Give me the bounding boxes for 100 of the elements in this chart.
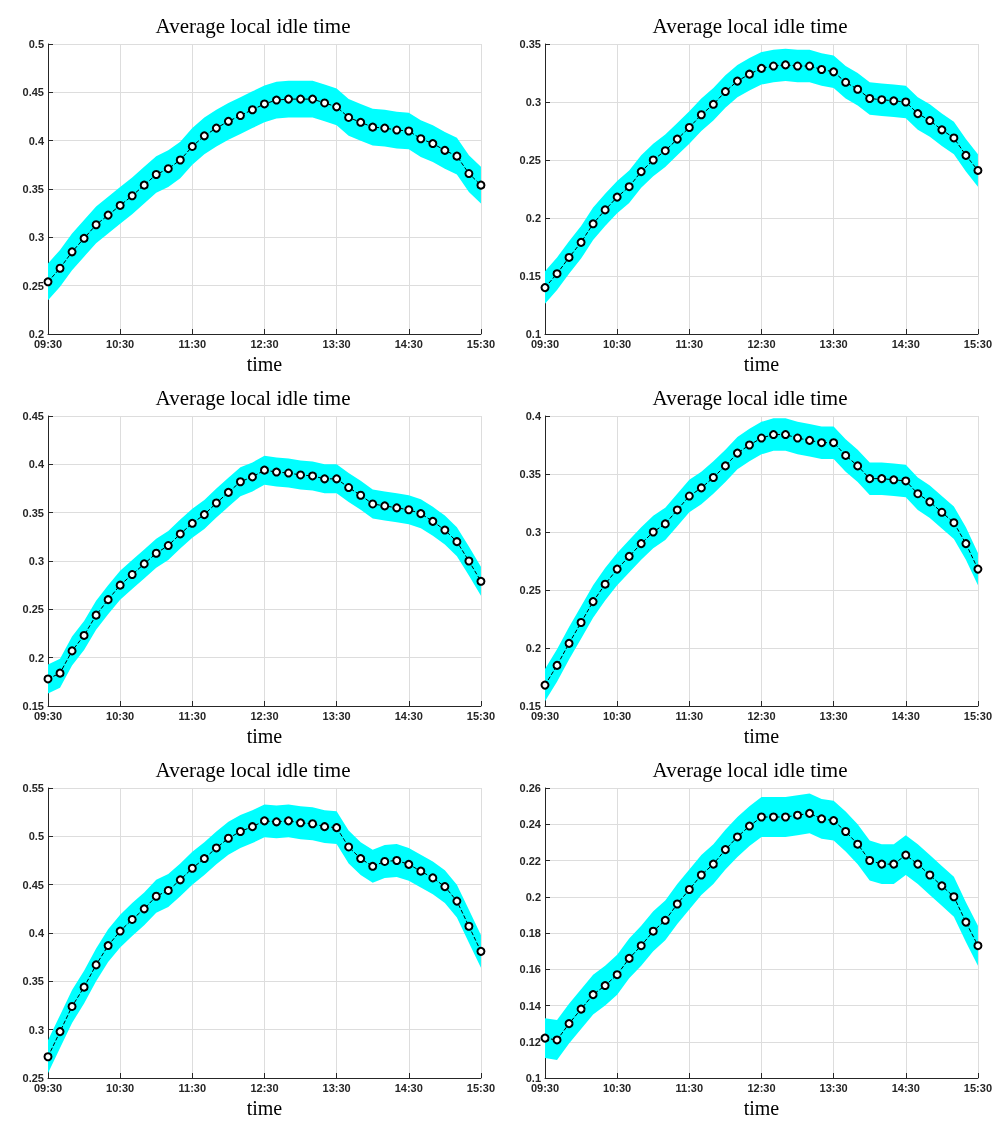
point (540, 680, 550, 690)
point (223, 116, 233, 126)
point (127, 914, 137, 924)
point (769, 61, 778, 71)
point (211, 843, 221, 853)
point (889, 96, 899, 106)
point (43, 674, 53, 684)
x-tick-label: 11:30 (178, 337, 207, 350)
point (913, 109, 923, 119)
point (853, 461, 863, 471)
point (781, 812, 791, 822)
point (235, 827, 245, 836)
point (103, 941, 113, 951)
x-tick-label: 15:30 (466, 337, 495, 350)
y-tick-label: 0.5 (28, 830, 44, 843)
point (151, 170, 161, 179)
point (576, 617, 586, 627)
point (127, 570, 137, 580)
x-tick-label: 09:30 (33, 1081, 63, 1094)
y-tick-label: 0.4 (28, 134, 45, 147)
point (464, 921, 474, 931)
point (272, 817, 281, 827)
x-tick-label: 15:30 (466, 1081, 495, 1094)
y-tick-label: 0.14 (519, 999, 542, 1012)
x-tick-label: 11:30 (178, 709, 207, 722)
point (660, 915, 670, 925)
point (428, 516, 438, 526)
point (344, 842, 354, 852)
y-tick-label: 0.25 (519, 584, 541, 596)
point (151, 548, 161, 558)
point (901, 97, 911, 107)
point (320, 822, 330, 832)
point (476, 180, 486, 190)
point (564, 252, 574, 262)
y-tick-label: 0.24 (519, 818, 542, 831)
point (672, 505, 682, 515)
point (913, 859, 923, 869)
y-tick-label: 0.35 (519, 38, 541, 50)
point (865, 94, 875, 104)
point (139, 904, 149, 914)
chart-title: Average local idle time (652, 757, 848, 782)
point (841, 827, 851, 836)
point (684, 123, 694, 133)
point (925, 116, 935, 126)
point (91, 610, 101, 620)
point (368, 122, 378, 132)
point (564, 638, 574, 648)
point (440, 145, 450, 155)
y-tick-label: 0.15 (519, 270, 541, 282)
point (308, 94, 318, 104)
point (949, 892, 959, 902)
y-tick-label: 0.3 (28, 555, 44, 567)
point (115, 200, 125, 210)
y-tick-label: 0.4 (28, 927, 45, 939)
point (404, 859, 414, 869)
x-axis-title: time (743, 1097, 780, 1119)
point (199, 854, 209, 864)
point (223, 833, 233, 843)
y-tick-label: 0.2 (28, 651, 44, 664)
point (368, 861, 378, 871)
point (320, 98, 330, 108)
point (392, 125, 402, 135)
point (259, 99, 269, 109)
point (865, 856, 875, 865)
y-tick-label: 0.2 (525, 642, 541, 654)
x-tick-label: 09:30 (33, 709, 63, 722)
point (163, 541, 173, 551)
point (684, 491, 694, 501)
chart-title: Average local idle time (652, 13, 848, 38)
x-tick-label: 14:30 (394, 337, 423, 350)
point (272, 467, 281, 477)
point (284, 94, 294, 104)
point (67, 1001, 77, 1011)
point (332, 823, 342, 833)
point (756, 812, 766, 822)
point (356, 854, 366, 864)
y-tick-label: 0.45 (22, 878, 44, 891)
point (600, 981, 610, 991)
point (660, 519, 670, 529)
x-tick-label: 09:30 (530, 1081, 560, 1094)
point (175, 155, 185, 165)
point (756, 433, 766, 443)
point (961, 917, 971, 927)
y-tick-label: 0.2 (525, 890, 541, 903)
x-tick-label: 12:30 (747, 709, 776, 722)
point (588, 990, 598, 1000)
x-tick-label: 11:30 (178, 1081, 207, 1094)
point (139, 559, 149, 569)
point (91, 220, 101, 230)
point (624, 182, 634, 192)
point (476, 576, 486, 586)
x-axis-title: time (743, 725, 780, 747)
y-tick-label: 0.25 (22, 1072, 44, 1084)
point (344, 483, 354, 493)
x-tick-label: 11:30 (675, 337, 704, 350)
y-tick-label: 0.1 (525, 1072, 541, 1084)
point (552, 269, 562, 279)
x-tick-label: 12:30 (250, 1081, 279, 1094)
point (732, 76, 742, 86)
x-tick-label: 14:30 (394, 709, 423, 722)
